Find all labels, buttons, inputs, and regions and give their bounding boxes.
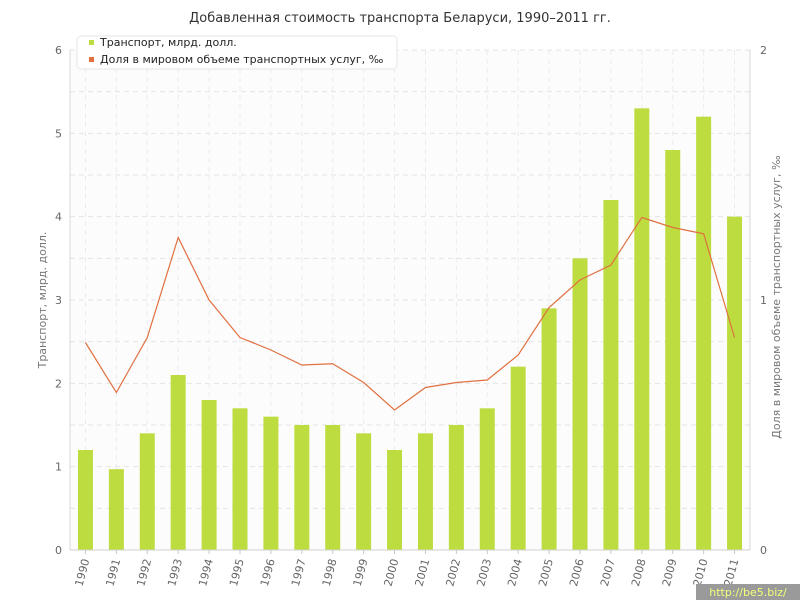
x-tick-label: 2008 <box>629 557 649 587</box>
bar-2005 <box>541 308 557 550</box>
left-axis-ticks: 0 1 2 3 4 5 6 <box>55 44 62 557</box>
legend-marker-line <box>89 57 94 62</box>
x-tick-label: 1992 <box>134 557 154 587</box>
x-tick-label: 1999 <box>351 557 371 587</box>
x-tick-label: 1993 <box>165 557 185 587</box>
left-tick-label: 0 <box>55 544 62 557</box>
chart-title: Добавленная стоимость транспорта Беларус… <box>189 11 611 26</box>
legend: Транспорт, млрд. долл. Доля в мировом об… <box>76 35 398 70</box>
bar-2001 <box>417 433 433 550</box>
bar-1999 <box>356 433 372 550</box>
right-tick-label: 1 <box>760 294 767 307</box>
bar-2000 <box>387 450 403 550</box>
bar-1991 <box>108 469 124 550</box>
bar-2009 <box>665 150 681 550</box>
left-tick-label: 4 <box>55 211 62 224</box>
line-series <box>84 216 736 411</box>
legend-box <box>76 35 398 70</box>
x-tick-label: 2009 <box>660 557 680 587</box>
bar-series <box>77 108 743 551</box>
x-tick-label: 2004 <box>505 557 525 587</box>
legend-label-line: Доля в мировом объеме транспортных услуг… <box>100 53 384 66</box>
left-tick-label: 1 <box>55 461 62 474</box>
x-tick-label: 1997 <box>289 557 309 587</box>
bar-2011 <box>727 216 743 550</box>
bar-1998 <box>325 425 341 550</box>
watermark-bg <box>696 584 800 600</box>
bar-1993 <box>170 375 186 550</box>
line-share <box>84 216 736 411</box>
right-axis-ticks: 0 1 2 <box>760 44 767 557</box>
x-tick-label: 2000 <box>382 557 402 587</box>
bar-1994 <box>201 400 217 550</box>
bar-2006 <box>572 258 588 550</box>
bar-2004 <box>510 366 526 550</box>
left-tick-label: 3 <box>55 294 62 307</box>
bar-2003 <box>479 408 495 550</box>
watermark: http://be5.biz/ <box>696 584 800 600</box>
x-tick-label: 2011 <box>722 557 742 587</box>
x-tick-label: 2001 <box>413 557 433 587</box>
x-tick-label: 2003 <box>474 557 494 587</box>
bar-2002 <box>448 425 464 550</box>
x-tick-label: 2006 <box>567 557 587 587</box>
bar-1992 <box>139 433 155 550</box>
x-tick-label: 2007 <box>598 557 618 587</box>
left-axis-title: Транспорт, млрд. долл. <box>36 232 49 370</box>
x-tick-label: 2002 <box>443 557 463 587</box>
bar-1990 <box>77 450 93 550</box>
x-tick-label: 1990 <box>73 557 93 587</box>
right-axis-title: Доля в мировом объеме транспортных услуг… <box>770 155 783 439</box>
x-tick-label: 1995 <box>227 557 247 587</box>
x-tick-label: 1994 <box>196 557 216 587</box>
bar-1996 <box>263 416 279 550</box>
left-tick-label: 2 <box>55 377 62 390</box>
x-tick-label: 1998 <box>320 557 340 587</box>
x-tick-label: 2010 <box>691 557 711 587</box>
bar-2008 <box>634 108 650 550</box>
bar-2007 <box>603 200 619 550</box>
bar-1997 <box>294 425 310 550</box>
bar-2010 <box>696 116 712 551</box>
right-tick-label: 2 <box>760 44 767 57</box>
axes <box>69 50 751 551</box>
legend-marker-bars <box>89 40 94 45</box>
x-tick-label: 1991 <box>103 557 123 587</box>
watermark-text: http://be5.biz/ <box>709 586 787 599</box>
left-tick-label: 5 <box>55 127 62 140</box>
x-tick-label: 2005 <box>536 557 556 587</box>
legend-label-bars: Транспорт, млрд. долл. <box>99 36 237 49</box>
x-axis-ticks: 1990 1991 1992 1993 1994 1995 1996 1997 1998 1999… <box>73 550 742 588</box>
x-tick-label: 1996 <box>258 557 278 587</box>
left-tick-label: 6 <box>55 44 62 57</box>
bar-1995 <box>232 408 248 550</box>
right-tick-label: 0 <box>760 544 767 557</box>
